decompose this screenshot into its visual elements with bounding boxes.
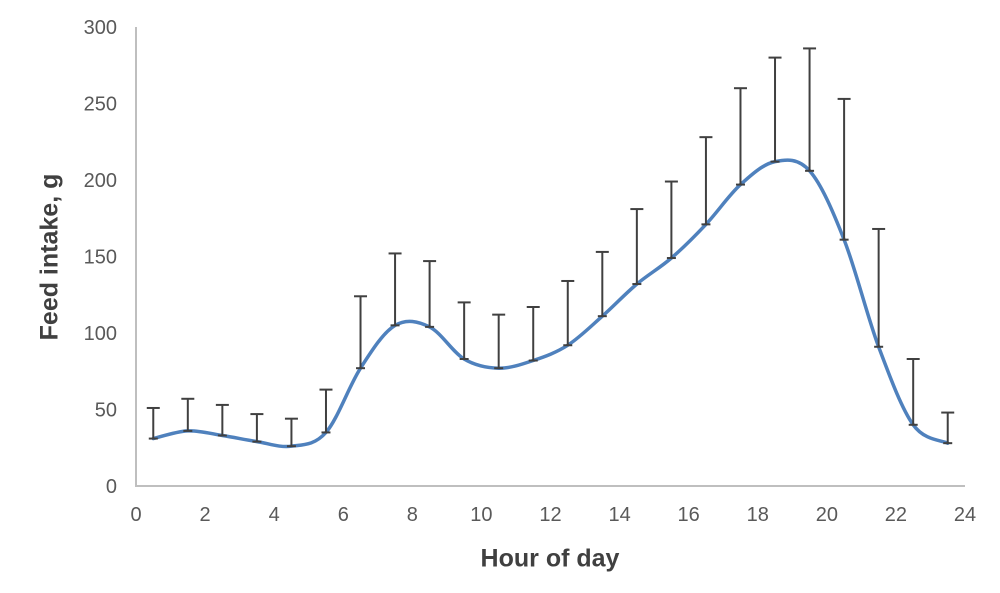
y-tick-label: 150 (84, 247, 117, 269)
error-bar (872, 227, 886, 348)
error-bar (284, 417, 298, 448)
error-bar (388, 252, 402, 327)
error-bar (319, 388, 333, 434)
error-bar (803, 47, 817, 172)
x-tick-label: 4 (269, 504, 280, 526)
y-tick-label: 50 (95, 400, 117, 422)
error-bar (837, 97, 851, 241)
error-bar (181, 397, 195, 432)
error-bar (561, 279, 575, 347)
error-bar (526, 305, 540, 362)
x-tick-label: 20 (816, 504, 838, 526)
y-tick-label: 0 (106, 476, 117, 498)
error-bar (699, 136, 713, 226)
error-bar (768, 56, 782, 163)
error-bar (733, 87, 747, 186)
x-axis-title: Hour of day (480, 544, 620, 573)
x-tick-label: 14 (608, 504, 630, 526)
error-bar (906, 358, 920, 426)
x-tick-label: 6 (338, 504, 349, 526)
x-tick-label: 0 (130, 504, 141, 526)
x-tick-label: 2 (200, 504, 211, 526)
error-bar (146, 406, 160, 440)
feed-intake-curve (151, 158, 950, 449)
x-tick-label: 16 (678, 504, 700, 526)
x-tick-label: 18 (747, 504, 769, 526)
error-bar (630, 208, 644, 286)
y-tick-label: 300 (84, 17, 117, 39)
x-tick-label: 22 (885, 504, 907, 526)
x-tick-label: 8 (407, 504, 418, 526)
y-tick-label: 100 (84, 323, 117, 345)
x-tick-label: 12 (539, 504, 561, 526)
error-bar (595, 250, 609, 318)
error-bar (354, 295, 368, 370)
error-bar (215, 403, 229, 437)
x-tick-label: 10 (470, 504, 492, 526)
error-bar (941, 411, 955, 445)
error-bar (250, 413, 264, 443)
y-tick-label: 250 (84, 94, 117, 116)
y-tick-label: 200 (84, 170, 117, 192)
error-bar (492, 313, 506, 370)
x-tick-label: 24 (954, 504, 976, 526)
error-bar (664, 180, 678, 260)
error-bar (423, 260, 437, 328)
error-bar (457, 301, 471, 361)
